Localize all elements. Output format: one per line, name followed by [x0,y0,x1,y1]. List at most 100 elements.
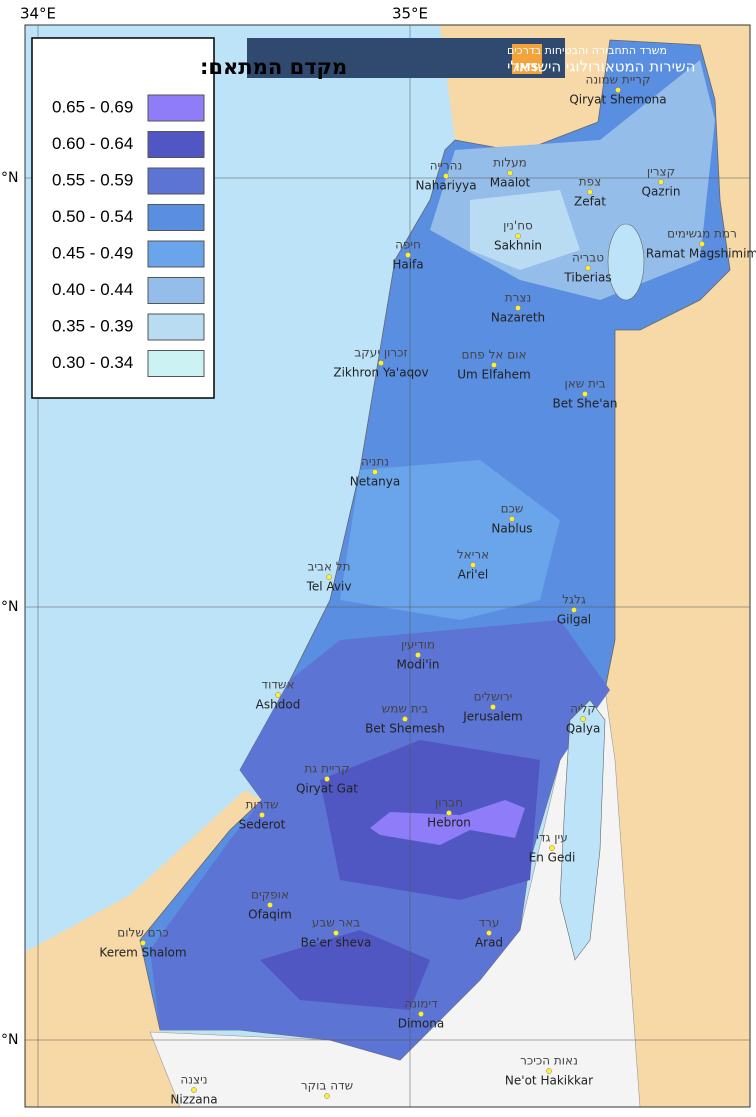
city-dot [571,607,577,613]
city-name-en: Zikhron Ya'aqov [333,366,428,380]
city-name-he: מעלות [493,156,527,170]
city-name-en: Hebron [427,816,471,830]
city-name-he: ערד [479,916,500,930]
city-name-he: כרם שלום [117,926,168,940]
city-dot [491,362,497,368]
city-name-en: Sakhnin [494,239,542,253]
city-dot [267,902,273,908]
city-name-en: Kerem Shalom [99,946,186,960]
city-name-he: נתניה [361,455,389,469]
city-name-he: חיפה [395,238,421,252]
city-name-he: עין גדי [536,831,567,845]
legend-swatch [147,277,205,304]
city-dot [549,845,555,851]
city-dot [587,189,593,195]
city-name-en: Nizzana [170,1093,217,1107]
city-name-he: נהרייה [430,159,463,173]
city-name-he: קריית גת [304,762,349,776]
logo-icon [512,44,542,74]
city-name-en: Ashdod [256,698,301,712]
region-negev [260,930,430,1010]
city-dot [446,810,452,816]
city-dot [418,1011,424,1017]
city-dot [490,704,496,710]
region-north-light [470,190,580,270]
city-name-en: Nablus [491,522,532,536]
city-name-en: Be'er sheva [301,936,372,950]
city-dot [515,233,521,239]
city-name-he: גלגל [562,593,586,607]
city-dot [140,940,146,946]
city-name-en: Qiryat Shemona [569,93,666,107]
city-dot [324,1093,330,1099]
city-dot [699,241,705,247]
city-dot [443,173,449,179]
city-name-en: Dimona [398,1017,445,1031]
city-dot [580,716,586,722]
city-dot [486,930,492,936]
city-name-he: בית שאן [564,377,605,391]
city-name-en: Modi'in [397,658,440,672]
legend-swatch [147,167,205,195]
city-dot [582,391,588,397]
city-name-en: Um Elfahem [457,368,530,382]
legend-label: 0.30 - 0.34 [52,353,133,372]
city-name-he: ירושלים [474,690,513,704]
lat-label: °N [1,599,18,615]
legend-title: מקדם המתאם: [200,55,347,79]
city-name-en: Tel Aviv [306,580,352,594]
city-name-en: Maalot [490,176,531,190]
city-name-he: שדרות [246,798,279,812]
city-name-he: אריאל [457,548,489,562]
logo-ministry: משרד התחבורה והבטיחות בדרכים [507,44,667,57]
legend-swatch [147,350,205,377]
city-name-he: טבריה [572,251,604,265]
city-name-en: Bet Shemesh [365,722,445,736]
city-name-en: Gilgal [557,613,591,627]
legend-swatch [147,240,205,268]
sea-of-galilee [607,223,645,301]
lat-label: °N [1,170,18,186]
city-name-en: Qalya [566,722,601,736]
city-dot [259,812,265,818]
city-dot [326,574,332,580]
city-dot [470,562,476,568]
city-name-he: ניצנה [180,1073,207,1087]
city-dot [324,776,330,782]
city-dot [658,179,664,185]
city-name-he: קליה [570,702,596,716]
city-name-he: נאות הכיכר [520,1054,578,1068]
city-name-en: Ne'ot Hakikkar [505,1074,593,1088]
city-name-he: תל אביב [307,560,350,574]
city-name-en: Ramat Magshimim [646,247,756,261]
legend-label: 0.35 - 0.39 [52,316,133,335]
legend-label: 0.65 - 0.69 [52,97,133,116]
city-dot [509,516,515,522]
region-peak [370,800,525,845]
city-name-he: אום אל פחם [461,348,526,362]
city-dot [405,252,411,258]
city-name-en: Qiryat Gat [296,782,358,796]
city-name-he: קצרין [647,165,675,179]
city-name-en: Nazareth [491,311,545,325]
city-dot [415,652,421,658]
logo-abbr: IMS [516,61,539,74]
city-name-he: חברון [435,796,463,810]
city-name-he: מודיעין [401,638,435,652]
lon-label: 35°E [392,5,428,23]
city-dot [515,305,521,311]
city-name-en: Tiberias [563,271,611,285]
legend-swatch [147,313,205,341]
city-name-he: נצרת [505,291,532,305]
city-name-he: שכם [501,502,524,516]
logo-service: השירות המטאורולוגי הישראלי [507,58,695,76]
city-dot [333,930,339,936]
city-name-en: En Gedi [529,851,576,865]
city-name-he: קריית שמונה [586,73,651,87]
dead-sea [559,699,606,961]
legend-label: 0.40 - 0.44 [52,280,133,299]
lon-label: 34°E [20,5,56,23]
city-name-en: Jerusalem [462,710,522,724]
city-name-he: זכרון יעקב [354,346,407,360]
